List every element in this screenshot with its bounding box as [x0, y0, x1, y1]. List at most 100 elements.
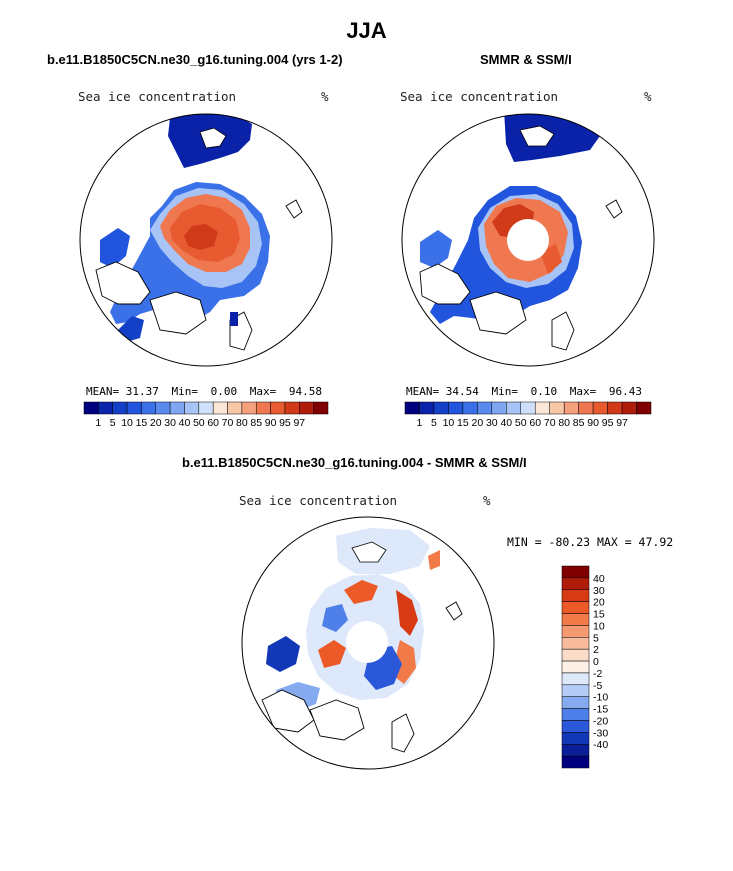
difference-colorbar-tick: -10	[593, 692, 608, 704]
model-colorbar-swatch	[184, 401, 200, 415]
difference-map-border	[241, 516, 495, 770]
obs-colorbar-tick: 40	[500, 417, 512, 429]
difference-colorbar-tick: 30	[593, 585, 605, 597]
model-map-border	[79, 113, 333, 367]
model-min-value: 0.00	[210, 385, 238, 398]
model-colorbar-tick: 97	[293, 417, 305, 429]
difference-colorbar-tick: -20	[593, 715, 608, 727]
obs-mean-value: 34.54	[445, 385, 479, 398]
difference-panel-title: b.e11.B1850C5CN.ne30_g16.tuning.004 - SM…	[182, 455, 527, 470]
model-colorbar-swatch	[98, 401, 113, 415]
model-colorbar-tick: 50	[193, 417, 205, 429]
difference-colorbar-swatch	[561, 613, 590, 626]
obs-colorbar-swatch	[506, 401, 522, 415]
obs-map	[402, 114, 654, 366]
difference-colorbar-swatch	[561, 577, 590, 591]
obs-colorbar-tick: 90	[587, 417, 599, 429]
model-mean-value: 31.37	[125, 385, 159, 398]
obs-colorbar-tick: 20	[472, 417, 484, 429]
model-colorbar-swatch	[126, 401, 142, 415]
difference-pole-hole	[346, 621, 388, 663]
model-colorbar-tick: 5	[110, 417, 116, 429]
difference-colorbar-swatch	[561, 589, 590, 602]
obs-colorbar-swatch	[549, 401, 565, 415]
difference-colorbar-tick: 10	[593, 620, 605, 632]
model-colorbar-tick: 70	[222, 417, 234, 429]
model-colorbar-tick: 10	[121, 417, 133, 429]
model-colorbar-swatch	[155, 401, 171, 415]
obs-colorbar-swatch	[448, 401, 464, 415]
obs-variable-label: Sea ice concentration	[400, 89, 559, 104]
obs-pole-hole	[507, 219, 549, 261]
difference-colorbar-swatch	[561, 672, 590, 686]
obs-colorbar-swatch	[592, 401, 608, 415]
model-colorbar-tick: 20	[150, 417, 162, 429]
obs-colorbar-swatch	[636, 401, 652, 415]
obs-colorbar-tick: 70	[544, 417, 556, 429]
difference-units-label: %	[483, 493, 491, 508]
model-colorbar-tick: 1	[95, 417, 101, 429]
difference-colorbar-tick: 5	[593, 632, 599, 644]
model-units-label: %	[321, 89, 329, 104]
obs-colorbar-swatch	[404, 401, 420, 415]
difference-colorbar-tick: 40	[593, 573, 605, 585]
obs-colorbar-tick: 10	[443, 417, 455, 429]
difference-colorbar-tick: 0	[593, 656, 599, 668]
model-max-label: Max=	[249, 385, 277, 398]
difference-colorbar-tick: -40	[593, 739, 608, 751]
obs-colorbar-tick: 5	[431, 417, 437, 429]
obs-colorbar-tick: 95	[602, 417, 614, 429]
difference-colorbar-swatch	[561, 696, 590, 709]
model-panel-title: b.e11.B1850C5CN.ne30_g16.tuning.004 (yrs…	[47, 52, 343, 67]
obs-min-label: Min=	[491, 385, 519, 398]
obs-colorbar-tick: 60	[529, 417, 541, 429]
model-colorbar-swatch	[241, 401, 257, 415]
difference-colorbar-swatch	[561, 601, 590, 614]
obs-colorbar-swatch	[462, 401, 478, 415]
obs-colorbar-swatch	[419, 401, 435, 415]
model-colorbar-swatch	[112, 401, 128, 415]
obs-colorbar-tick: 30	[486, 417, 498, 429]
difference-colorbar-tick: -2	[593, 668, 602, 680]
model-colorbar-swatch	[284, 401, 300, 415]
difference-colorbar-swatch	[561, 637, 590, 650]
model-colorbar-swatch	[313, 401, 329, 415]
difference-colorbar-swatch	[561, 720, 590, 733]
model-colorbar-swatch	[299, 401, 314, 415]
model-colorbar-swatch	[270, 401, 286, 415]
obs-colorbar-swatch	[578, 401, 594, 415]
model-colorbar: 1 5 10 15 20 30 40 50 60 70 80 85 90 95 97	[83, 401, 329, 429]
obs-min-value: 0.10	[530, 385, 558, 398]
difference-minmax: MIN = -80.23 MAX = 47.92	[507, 535, 674, 549]
difference-map	[242, 517, 494, 769]
obs-colorbar-swatch	[477, 401, 493, 415]
difference-positive-region	[344, 580, 378, 604]
obs-colorbar-tick: 97	[616, 417, 628, 429]
obs-colorbar-tick: 80	[558, 417, 570, 429]
obs-colorbar-tick: 85	[573, 417, 585, 429]
model-colorbar-tick: 90	[265, 417, 277, 429]
obs-colorbar-tick: 1	[417, 417, 423, 429]
model-colorbar-swatch	[141, 401, 157, 415]
model-stats: MEAN= 31.37 Min= 0.00 Max= 94.58	[86, 385, 322, 398]
model-colorbar-swatch	[198, 401, 214, 415]
obs-colorbar: 1 5 10 15 20 30 40 50 60 70 80 85 90 95 97	[404, 401, 652, 429]
model-max-value: 94.58	[288, 385, 322, 398]
difference-colorbar-swatch	[561, 565, 590, 579]
obs-colorbar-swatch	[520, 401, 536, 415]
model-map	[80, 114, 332, 366]
difference-colorbar-tick: -5	[593, 680, 602, 692]
difference-colorbar-swatch	[561, 732, 590, 745]
difference-colorbar-swatch	[561, 684, 590, 697]
difference-colorbar-swatch	[561, 743, 590, 757]
obs-max-value: 96.43	[608, 385, 642, 398]
difference-colorbar-swatch	[561, 648, 590, 662]
model-colorbar-swatch	[83, 401, 99, 415]
model-mean-label: MEAN=	[86, 385, 120, 398]
obs-mean-label: MEAN=	[406, 385, 440, 398]
model-colorbar-swatch	[255, 401, 271, 415]
obs-map-border	[401, 113, 655, 367]
obs-panel-title: SMMR & SSM/I	[480, 52, 572, 67]
model-variable-label: Sea ice concentration	[78, 89, 237, 104]
model-colorbar-swatch	[227, 401, 243, 415]
